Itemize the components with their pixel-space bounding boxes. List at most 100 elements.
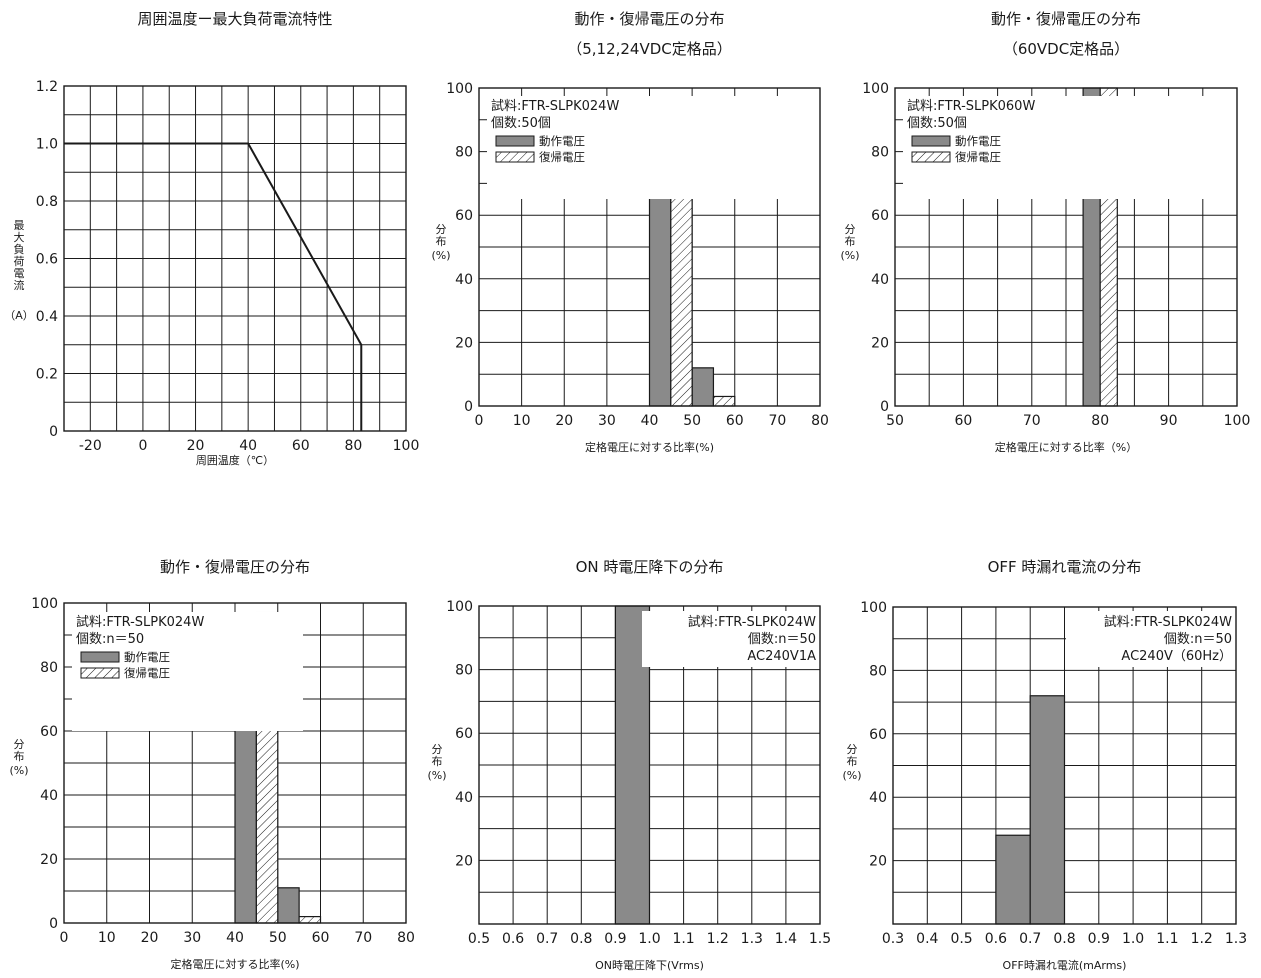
y-axis-label-char: 分 [432, 743, 443, 756]
x-tick-label: 0.7 [1019, 931, 1041, 947]
x-tick-label: 0.5 [950, 931, 972, 947]
note-text: 個数:n＝50 [76, 632, 144, 647]
x-axis-label: OFF時漏れ電流(mArms) [1003, 958, 1127, 972]
y-tick-label: 100 [860, 600, 887, 616]
x-tick-label: 80 [397, 930, 415, 946]
y-tick-label: 40 [455, 790, 473, 806]
x-tick-label: 0.9 [1088, 931, 1110, 947]
chart-title: 動作・復帰電圧の分布 [160, 558, 310, 576]
y-tick-label: 0.2 [36, 367, 58, 383]
x-tick-label: 0.8 [570, 931, 592, 947]
chart-1: 周囲温度ー最大負荷電流特性 -20 0 20 40 60 80 100 0 0.2 0.4 0.6 0.… [4, 10, 419, 467]
note-text: 個数:50個 [907, 116, 967, 131]
x-tick-label: 1.2 [1191, 931, 1213, 947]
legend-swatch [911, 151, 951, 163]
x-tick-label: 0 [60, 930, 69, 946]
x-tick-label: 1.3 [1225, 931, 1247, 947]
y-tick-label: 0 [49, 916, 58, 932]
x-tick-label: 1.5 [809, 931, 831, 947]
chart-2: 動作・復帰電圧の分布 （5,12,24VDC定格品） 試料:FTR-SLPK024W… [431, 10, 1128, 454]
x-tick-label: 1.1 [672, 931, 694, 947]
y-tick-label: 20 [455, 853, 473, 869]
note-text: AC240V1A [747, 649, 816, 664]
y-tick-label: 20 [455, 335, 473, 351]
x-tick-label: 60 [292, 438, 310, 454]
x-tick-label: 0.6 [985, 931, 1007, 947]
x-tick-label: 70 [1023, 413, 1041, 429]
note-text: 試料:FTR-SLPK024W [491, 98, 619, 114]
legend-swatch [80, 651, 120, 663]
y-tick-label: 0 [49, 424, 58, 440]
legend-swatch [495, 151, 535, 163]
plot-frame [478, 605, 821, 925]
x-tick-label: 20 [555, 413, 573, 429]
y-tick-label: 100 [446, 81, 473, 97]
y-tick-label: 80 [455, 145, 473, 161]
x-tick-label: 20 [187, 438, 205, 454]
x-axis-label: 定格電圧に対する比率(%) [170, 957, 299, 971]
bar-operate-voltage [691, 367, 715, 407]
x-tick-label: 0.5 [468, 931, 490, 947]
legend-label: 復帰電圧 [124, 666, 170, 680]
x-tick-label: 100 [393, 438, 420, 454]
bar-release-voltage [712, 395, 736, 407]
x-tick-label: -20 [79, 438, 102, 454]
plot-frame [63, 85, 407, 432]
y-tick-label: 40 [869, 790, 887, 806]
chart-title: 周囲温度ー最大負荷電流特性 [137, 10, 332, 28]
chart-title: 動作・復帰電圧の分布 [991, 10, 1141, 28]
y-axis-label-char: 電 [14, 267, 25, 280]
x-tick-label: 40 [641, 413, 659, 429]
bar-release-voltage [298, 915, 322, 924]
x-tick-label: 0.6 [502, 931, 524, 947]
x-tick-label: 70 [354, 930, 372, 946]
legend-label: 復帰電圧 [955, 150, 1001, 164]
x-tick-label: 50 [269, 930, 287, 946]
plot-frame [894, 87, 1238, 407]
y-tick-label: 80 [869, 663, 887, 679]
x-axis-label: 定格電圧に対する比率（%） [995, 440, 1137, 454]
x-tick-label: 70 [768, 413, 786, 429]
x-tick-label: 50 [683, 413, 701, 429]
x-tick-label: 1.0 [1122, 931, 1144, 947]
x-tick-label: 1.3 [741, 931, 763, 947]
y-axis-label-char: 最 [14, 219, 25, 232]
y-axis-label-char: 大 [14, 230, 25, 244]
y-tick-label: 0.4 [36, 309, 58, 325]
bar-operate-voltage [1029, 695, 1066, 925]
y-tick-label: 40 [871, 272, 889, 288]
x-tick-label: 0.4 [916, 931, 938, 947]
note-text: 試料:FTR-SLPK060W [907, 98, 1035, 114]
x-axis-label: ON時電圧降下(Vrms) [595, 958, 704, 972]
bar-operate-voltage [995, 834, 1031, 925]
x-tick-label: 100 [1224, 413, 1251, 429]
x-tick-label: 30 [598, 413, 616, 429]
bar-operate-voltage [277, 887, 300, 924]
y-tick-label: 100 [446, 599, 473, 615]
note-text: 試料:FTR-SLPK024W [76, 614, 204, 630]
legend-label: 動作電圧 [124, 650, 170, 664]
y-tick-label: 40 [455, 272, 473, 288]
y-tick-label: 60 [455, 208, 473, 224]
x-tick-label: 40 [226, 930, 244, 946]
plot-frame [892, 606, 1237, 925]
y-tick-label: 20 [869, 854, 887, 870]
y-axis-label-char: 布 [845, 235, 856, 248]
chart-title: 動作・復帰電圧の分布 [574, 10, 724, 28]
x-tick-label: 1.2 [707, 931, 729, 947]
x-tick-label: 80 [344, 438, 362, 454]
y-axis-label-char: 分 [436, 223, 447, 236]
note-box [1066, 611, 1238, 667]
x-tick-label: 0.7 [536, 931, 558, 947]
chart-title: OFF 時漏れ電流の分布 [988, 558, 1142, 576]
y-tick-label: 60 [871, 208, 889, 224]
y-axis-label-char: 負 [14, 243, 25, 256]
chart-3: 動作・復帰電圧の分布 （60VDC定格品） 試料:FTR-SLPK060W 個数:50… [840, 10, 1261, 454]
y-tick-label: 1.2 [36, 79, 58, 95]
y-tick-label: 20 [40, 852, 58, 868]
x-tick-label: 0.3 [882, 931, 904, 947]
chart-subtitle: （5,12,24VDC定格品） [567, 40, 732, 58]
